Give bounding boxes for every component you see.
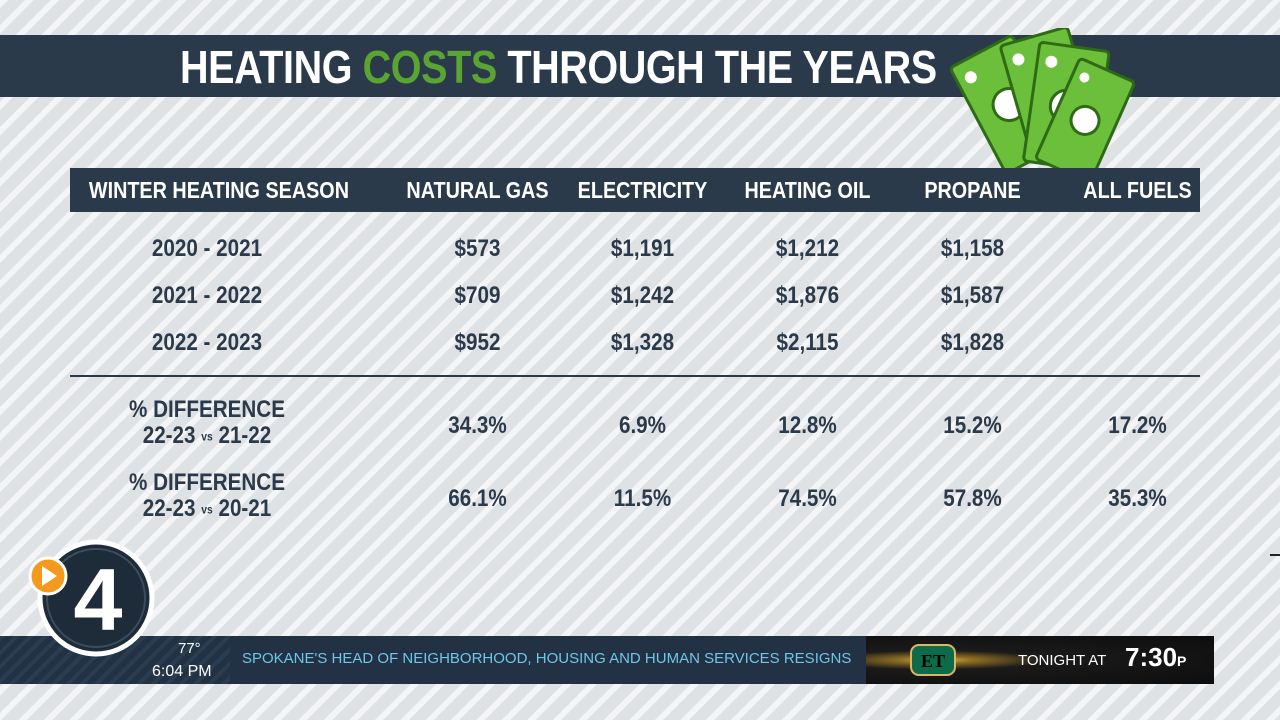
electricity-cell: $1,191 bbox=[610, 235, 675, 262]
propane-diff: 15.2% bbox=[943, 412, 1002, 439]
natural-gas-cell: $952 bbox=[454, 329, 501, 356]
natural-gas-diff: 66.1% bbox=[448, 485, 507, 512]
electricity-cell: $1,328 bbox=[610, 329, 675, 356]
electricity-diff: 6.9% bbox=[618, 412, 667, 439]
all-fuels-cell bbox=[1062, 231, 1213, 267]
ticker-headline: SPOKANE'S HEAD OF NEIGHBORHOOD, HOUSING … bbox=[242, 650, 852, 667]
electricity-cell: $1,242 bbox=[610, 282, 675, 309]
all-fuels-cell bbox=[1062, 278, 1213, 314]
season-cell: 2022 - 2023 bbox=[151, 329, 263, 356]
column-header-propane: PROPANE bbox=[924, 177, 1021, 203]
difference-label: % DIFFERENCE 22-23 vs 21-22 bbox=[129, 396, 285, 449]
column-header-heating-oil: HEATING OIL bbox=[744, 177, 871, 203]
heating-oil-cell: $1,212 bbox=[775, 235, 840, 262]
season-cell: 2021 - 2022 bbox=[151, 282, 263, 309]
title-accent: COSTS bbox=[362, 41, 498, 93]
et-logo: ET bbox=[910, 644, 956, 676]
heating-oil-cell: $1,876 bbox=[775, 282, 840, 309]
electricity-diff: 11.5% bbox=[613, 485, 672, 512]
page-title: HEATING COSTS THROUGH THE YEARS bbox=[180, 41, 937, 93]
all-fuels-diff: 17.2% bbox=[1108, 412, 1167, 439]
edge-mark bbox=[1270, 554, 1280, 556]
heating-oil-cell: $2,115 bbox=[776, 329, 839, 356]
heating-oil-diff: 12.8% bbox=[778, 412, 837, 439]
column-header-season: WINTER HEATING SEASON bbox=[88, 177, 349, 203]
promo-time: 7:30P bbox=[1125, 642, 1187, 672]
propane-cell: $1,587 bbox=[940, 282, 1005, 309]
season-cell: 2020 - 2021 bbox=[151, 235, 263, 262]
natural-gas-cell: $573 bbox=[454, 235, 501, 262]
svg-text:4: 4 bbox=[74, 550, 123, 649]
all-fuels-cell bbox=[1062, 325, 1213, 361]
natural-gas-cell: $709 bbox=[454, 282, 501, 309]
heating-oil-diff: 74.5% bbox=[778, 485, 837, 512]
table-header: WINTER HEATING SEASON NATURAL GAS ELECTR… bbox=[70, 168, 1200, 212]
promo-text: TONIGHT AT bbox=[1018, 652, 1107, 669]
station-logo: 4 bbox=[28, 539, 155, 657]
natural-gas-diff: 34.3% bbox=[448, 412, 507, 439]
temperature: 77° bbox=[178, 640, 201, 657]
all-fuels-diff: 35.3% bbox=[1108, 485, 1167, 512]
table-divider bbox=[70, 375, 1200, 377]
svg-text:ET: ET bbox=[921, 651, 945, 671]
column-header-natural-gas: NATURAL GAS bbox=[406, 177, 549, 203]
play-icon bbox=[28, 556, 68, 596]
clock-time: 6:04 PM bbox=[152, 663, 212, 680]
propane-cell: $1,828 bbox=[940, 329, 1005, 356]
column-header-electricity: ELECTRICITY bbox=[577, 177, 708, 203]
column-header-all-fuels: ALL FUELS bbox=[1083, 177, 1192, 203]
money-bills-icon bbox=[949, 28, 1136, 173]
propane-cell: $1,158 bbox=[940, 235, 1005, 262]
difference-label: % DIFFERENCE 22-23 vs 20-21 bbox=[129, 469, 285, 522]
propane-diff: 57.8% bbox=[943, 485, 1002, 512]
